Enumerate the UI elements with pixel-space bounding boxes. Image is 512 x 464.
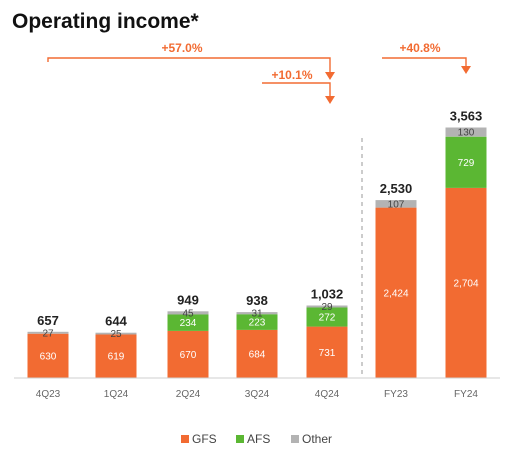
bar-other-fy23 bbox=[375, 200, 417, 208]
growth-arrow-line bbox=[47, 57, 331, 72]
growth-annotation-qoq: +10.1% bbox=[262, 68, 335, 104]
legend-label-other: Other bbox=[302, 432, 332, 446]
category-label-4q24: 4Q24 bbox=[315, 389, 340, 400]
category-label-2q24: 2Q24 bbox=[176, 389, 201, 400]
growth-arrow-head bbox=[325, 96, 335, 104]
segment-label-gfs-3q24: 684 bbox=[249, 350, 266, 361]
category-label-fy24: FY24 bbox=[454, 389, 478, 400]
bar-afs-4q24 bbox=[306, 307, 348, 327]
category-label-1q24: 1Q24 bbox=[104, 389, 129, 400]
bar-gfs-4q24 bbox=[306, 326, 348, 378]
total-label-3q24: 938 bbox=[246, 293, 268, 308]
segment-label-gfs-1q24: 619 bbox=[108, 352, 125, 363]
segment-label-afs-4q24: 272 bbox=[319, 313, 336, 324]
bar-gfs-fy24 bbox=[445, 187, 487, 378]
bar-afs-fy24 bbox=[445, 136, 487, 188]
category-label-3q24: 3Q24 bbox=[245, 389, 270, 400]
bar-gfs-3q24 bbox=[236, 329, 278, 378]
growth-annotation-quarterly: +57.0% bbox=[47, 41, 335, 80]
segment-label-other-3q24: 31 bbox=[251, 309, 263, 320]
bar-other-1q24 bbox=[95, 332, 137, 335]
segment-label-gfs-fy23: 2,424 bbox=[383, 288, 408, 299]
total-label-1q24: 644 bbox=[105, 314, 127, 329]
segment-label-afs-2q24: 234 bbox=[180, 318, 197, 329]
growth-arrow-line bbox=[262, 82, 331, 96]
segment-label-gfs-fy24: 2,704 bbox=[453, 279, 478, 290]
bar-other-4q24 bbox=[306, 305, 348, 308]
segment-label-other-2q24: 45 bbox=[182, 308, 194, 319]
segment-label-afs-3q24: 223 bbox=[249, 318, 266, 329]
segment-label-gfs-4q24: 731 bbox=[319, 348, 336, 359]
total-label-4q24: 1,032 bbox=[311, 287, 344, 302]
growth-annotation-annual: +40.8% bbox=[382, 41, 471, 74]
total-label-4q23: 657 bbox=[37, 313, 59, 328]
total-label-fy24: 3,563 bbox=[450, 109, 483, 124]
segment-label-other-fy24: 130 bbox=[458, 128, 475, 139]
growth-arrow-head bbox=[325, 72, 335, 80]
segment-label-other-4q24: 29 bbox=[321, 302, 333, 313]
growth-arrow-line bbox=[382, 57, 467, 66]
legend-swatch-gfs bbox=[181, 435, 189, 443]
segment-label-gfs-4q23: 630 bbox=[40, 351, 57, 362]
bar-other-fy24 bbox=[445, 127, 487, 137]
growth-label-4q-yoy: +57.0% bbox=[161, 41, 202, 55]
legend: GFS AFS Other bbox=[181, 432, 332, 446]
growth-label-fy: +40.8% bbox=[399, 41, 440, 55]
total-label-fy23: 2,530 bbox=[380, 181, 413, 196]
bar-gfs-2q24 bbox=[167, 330, 209, 378]
segment-label-other-4q23: 27 bbox=[42, 328, 54, 339]
bar-gfs-4q23 bbox=[27, 333, 69, 378]
category-label-fy23: FY23 bbox=[384, 389, 408, 400]
category-label-4q23: 4Q23 bbox=[36, 389, 61, 400]
segment-label-afs-fy24: 729 bbox=[458, 158, 475, 169]
segment-label-gfs-2q24: 670 bbox=[180, 350, 197, 361]
bar-afs-2q24 bbox=[167, 314, 209, 331]
legend-label-afs: AFS bbox=[247, 432, 270, 446]
growth-label-qoq: +10.1% bbox=[271, 68, 312, 82]
segment-label-other-fy23: 107 bbox=[388, 199, 405, 210]
segment-label-other-1q24: 25 bbox=[110, 329, 122, 340]
legend-swatch-other bbox=[291, 435, 299, 443]
bar-other-3q24 bbox=[236, 312, 278, 315]
bars-layer bbox=[27, 127, 487, 378]
legend-label-gfs: GFS bbox=[192, 432, 217, 446]
bar-other-2q24 bbox=[167, 311, 209, 315]
total-label-2q24: 949 bbox=[177, 292, 199, 307]
chart-title: Operating income* bbox=[12, 10, 200, 33]
bar-gfs-fy23 bbox=[375, 207, 417, 378]
bar-afs-3q24 bbox=[236, 314, 278, 330]
bar-other-4q23 bbox=[27, 331, 69, 334]
bar-gfs-1q24 bbox=[95, 334, 137, 378]
legend-swatch-afs bbox=[236, 435, 244, 443]
growth-arrow-head bbox=[461, 66, 471, 74]
